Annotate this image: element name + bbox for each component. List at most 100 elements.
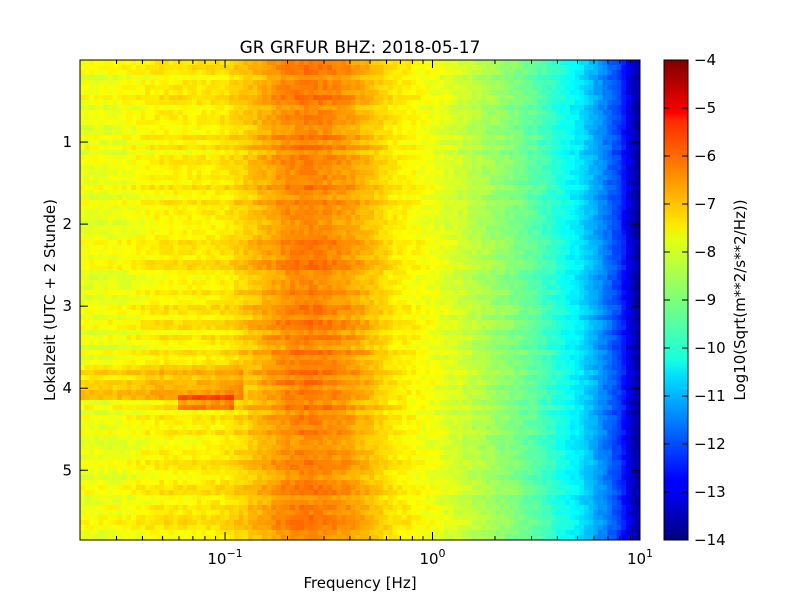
heatmap-cell: [476, 120, 482, 126]
heatmap-cell: [313, 225, 319, 231]
heatmap-cell: [425, 85, 431, 91]
heatmap-cell: [229, 260, 235, 266]
heatmap-cell: [126, 125, 132, 131]
heatmap-cell: [532, 180, 538, 186]
heatmap-cell: [206, 210, 212, 216]
heatmap-cell: [266, 215, 272, 221]
heatmap-cell: [416, 190, 422, 196]
heatmap-cell: [103, 95, 109, 101]
heatmap-cell: [378, 230, 384, 236]
heatmap-cell: [140, 160, 146, 166]
heatmap-cell: [504, 260, 510, 266]
heatmap-cell: [332, 160, 338, 166]
heatmap-cell: [574, 155, 580, 161]
heatmap-cell: [504, 170, 510, 176]
heatmap-cell: [266, 205, 272, 211]
heatmap-cell: [434, 170, 440, 176]
heatmap-cell: [257, 65, 263, 71]
heatmap-cell: [402, 120, 408, 126]
heatmap-cell: [574, 115, 580, 121]
heatmap-cell: [416, 170, 422, 176]
heatmap-cell: [318, 230, 324, 236]
heatmap-cell: [159, 145, 165, 151]
heatmap-cell: [173, 260, 179, 266]
heatmap-cell: [341, 130, 347, 136]
heatmap-cell: [182, 185, 188, 191]
heatmap-cell: [532, 165, 538, 171]
heatmap-cell: [616, 210, 622, 216]
heatmap-cell: [411, 220, 417, 226]
heatmap-cell: [318, 110, 324, 116]
heatmap-cell: [593, 85, 599, 91]
heatmap-cell: [318, 100, 324, 106]
heatmap-cell: [103, 115, 109, 121]
heatmap-cell: [416, 235, 422, 241]
heatmap-cell: [378, 200, 384, 206]
heatmap-cell: [481, 205, 487, 211]
heatmap-cell: [621, 80, 627, 86]
heatmap-cell: [224, 195, 230, 201]
heatmap-cell: [103, 140, 109, 146]
heatmap-cell: [271, 125, 277, 131]
heatmap-cell: [276, 95, 282, 101]
heatmap-cell: [420, 255, 426, 261]
heatmap-cell: [299, 140, 305, 146]
heatmap-cell: [131, 160, 137, 166]
heatmap-cell: [178, 90, 184, 96]
heatmap-cell: [364, 235, 370, 241]
heatmap-cell: [374, 110, 380, 116]
heatmap-cell: [504, 115, 510, 121]
heatmap-cell: [80, 110, 86, 116]
heatmap-cell: [103, 240, 109, 246]
heatmap-cell: [234, 90, 240, 96]
heatmap-cell: [145, 185, 151, 191]
heatmap-cell: [481, 245, 487, 251]
heatmap-cell: [220, 265, 226, 271]
heatmap-cell: [406, 170, 412, 176]
heatmap-cell: [518, 245, 524, 251]
heatmap-cell: [528, 230, 534, 236]
heatmap-cell: [551, 225, 557, 231]
heatmap-cell: [276, 105, 282, 111]
heatmap-cell: [229, 110, 235, 116]
heatmap-cell: [430, 130, 436, 136]
heatmap-cell: [112, 140, 118, 146]
heatmap-cell: [402, 90, 408, 96]
heatmap-cell: [364, 260, 370, 266]
heatmap-cell: [126, 110, 132, 116]
heatmap-cell: [294, 255, 300, 261]
heatmap-cell: [626, 200, 632, 206]
heatmap-cell: [332, 165, 338, 171]
heatmap-cell: [94, 160, 100, 166]
heatmap-cell: [350, 250, 356, 256]
heatmap-cell: [341, 235, 347, 241]
heatmap-cell: [182, 205, 188, 211]
heatmap-cell: [150, 130, 156, 136]
heatmap-cell: [313, 105, 319, 111]
heatmap-cell: [416, 205, 422, 211]
heatmap-cell: [546, 95, 552, 101]
heatmap-cell: [528, 130, 534, 136]
heatmap-cell: [276, 165, 282, 171]
heatmap-cell: [514, 95, 520, 101]
heatmap-cell: [336, 135, 342, 141]
heatmap-cell: [439, 235, 445, 241]
heatmap-cell: [257, 205, 263, 211]
heatmap-cell: [318, 255, 324, 261]
heatmap-cell: [434, 115, 440, 121]
heatmap-cell: [621, 120, 627, 126]
heatmap-cell: [276, 205, 282, 211]
heatmap-cell: [411, 110, 417, 116]
heatmap-cell: [383, 110, 389, 116]
heatmap-cell: [481, 185, 487, 191]
heatmap-cell: [514, 150, 520, 156]
heatmap-cell: [378, 160, 384, 166]
heatmap-cell: [518, 175, 524, 181]
heatmap-cell: [616, 90, 622, 96]
heatmap-cell: [593, 215, 599, 221]
heatmap-cell: [584, 205, 590, 211]
heatmap-cell: [215, 130, 221, 136]
heatmap-cell: [383, 90, 389, 96]
heatmap-cell: [430, 220, 436, 226]
heatmap-cell: [434, 160, 440, 166]
